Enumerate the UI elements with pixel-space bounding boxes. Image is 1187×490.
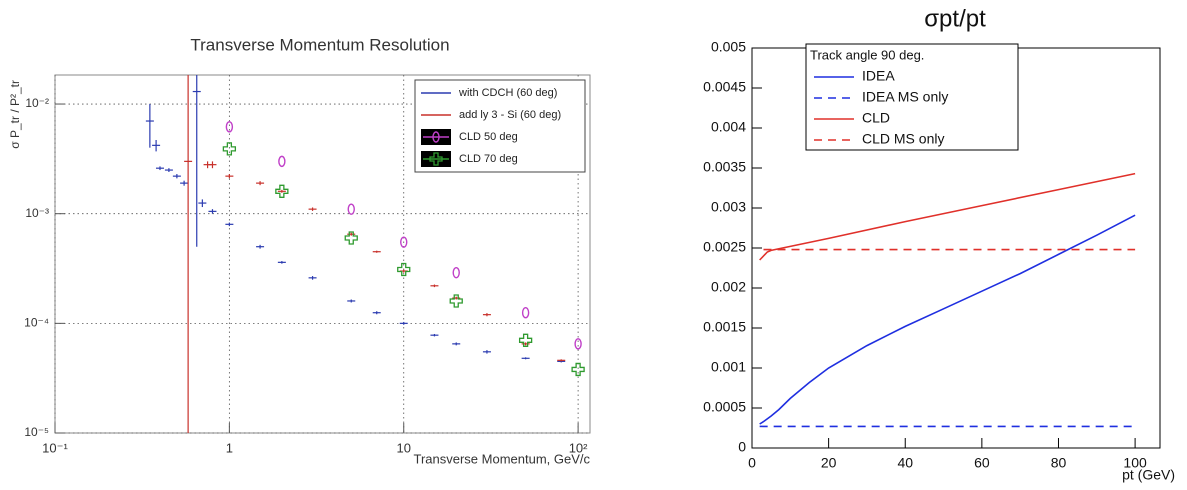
legend-label: CLD (862, 110, 890, 126)
marker (225, 121, 234, 133)
marker (574, 338, 582, 350)
x-tick-label: 20 (821, 455, 837, 471)
legend-title: Track angle 90 deg. (810, 47, 924, 62)
y-tick-label: 0.0025 (703, 239, 746, 255)
marker (400, 236, 408, 248)
y-tick-label: 10⁻⁴ (24, 316, 49, 330)
y-tick-label: 10⁻² (25, 96, 49, 110)
y-tick-label: 0 (738, 439, 746, 455)
legend-label: IDEA (862, 68, 895, 84)
x-tick-label: 10 (397, 440, 411, 455)
chart-title: Transverse Momentum Resolution (190, 35, 449, 54)
x-tick-label: 100 (1123, 455, 1147, 471)
legend-label: CLD MS only (862, 131, 944, 147)
plot-area (759, 172, 1136, 428)
y-tick-label: 10⁻⁵ (24, 425, 49, 439)
x-tick-label: 0 (748, 455, 756, 471)
legend-label: with CDCH (60 deg) (458, 87, 557, 99)
y-tick-label: 0.0035 (703, 159, 746, 175)
legend-label: CLD 50 deg (459, 131, 518, 143)
y-tick-label: 0.001 (711, 359, 746, 375)
marker (275, 184, 289, 198)
line (759, 172, 1136, 261)
plot-area (145, 75, 585, 433)
y-tick-label: 0.002 (711, 279, 746, 295)
x-tick-label: 80 (1051, 455, 1067, 471)
x-axis-label: Transverse Momentum, GeV/c (413, 451, 590, 466)
marker (429, 152, 443, 166)
marker (222, 142, 237, 156)
x-tick-label: 60 (974, 455, 990, 471)
marker (278, 155, 286, 168)
y-tick-label: 0.004 (711, 119, 746, 135)
marker (432, 131, 440, 143)
legend-label: IDEA MS only (862, 89, 948, 105)
chart-title: σpt/pt (924, 5, 986, 32)
marker (347, 203, 355, 215)
x-tick-label: 1 (226, 440, 233, 455)
y-tick-label: 0.0015 (703, 319, 746, 335)
marker (571, 362, 585, 377)
x-tick-label: 40 (897, 455, 913, 471)
marker (521, 307, 530, 319)
y-tick-label: 0.0005 (703, 399, 746, 415)
y-tick-label: 0.003 (711, 199, 746, 215)
x-tick-label: 10² (569, 440, 588, 455)
legend-label: add ly 3 - Si (60 deg) (459, 109, 561, 121)
y-tick-label: 0.0045 (703, 79, 746, 95)
y-tick-label: 0.005 (711, 39, 746, 55)
y-tick-label: 10⁻³ (25, 206, 49, 220)
line (759, 214, 1136, 425)
y-axis-label: σ P_tr / P²_tr (8, 80, 22, 149)
x-tick-label: 10⁻¹ (42, 440, 68, 455)
marker (397, 262, 411, 277)
x-axis-label: pt (GeV) (1122, 467, 1175, 483)
marker (518, 333, 533, 347)
marker (449, 294, 463, 308)
marker (344, 231, 358, 245)
legend-box (805, 43, 1019, 151)
marker (452, 266, 460, 279)
legend-label: CLD 70 deg (459, 153, 518, 165)
